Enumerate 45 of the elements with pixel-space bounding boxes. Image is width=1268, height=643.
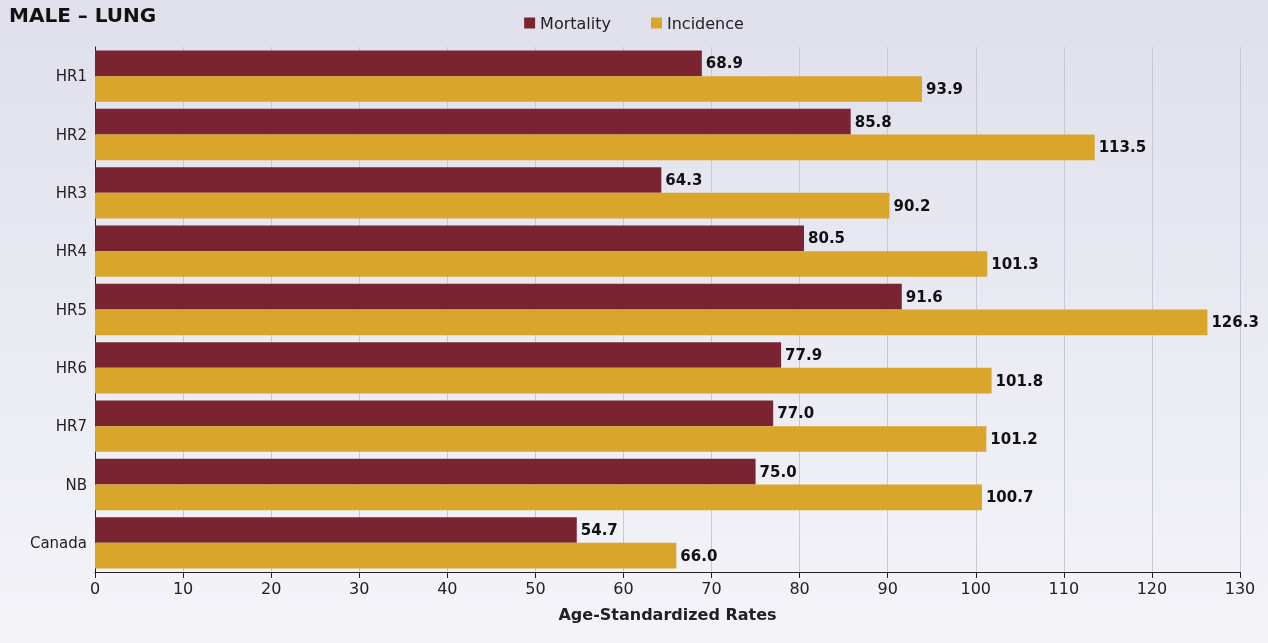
legend-label: Incidence bbox=[667, 13, 744, 33]
y-tick-label: Canada bbox=[29, 533, 87, 552]
x-tick-label: 30 bbox=[349, 578, 370, 598]
data-label: 91.6 bbox=[905, 287, 943, 306]
data-label: 80.5 bbox=[808, 229, 846, 248]
x-tick-label: 100 bbox=[960, 578, 992, 598]
x-tick-label: 60 bbox=[613, 578, 634, 598]
x-tick-label: 20 bbox=[260, 578, 282, 598]
x-tick-label: 120 bbox=[1136, 578, 1168, 598]
data-label: 101.8 bbox=[995, 371, 1044, 390]
data-label: 68.9 bbox=[705, 54, 743, 73]
y-tick-label: NB bbox=[65, 475, 87, 494]
data-label: 77.0 bbox=[777, 404, 815, 423]
data-label: 126.3 bbox=[1211, 313, 1259, 332]
data-label: 85.8 bbox=[854, 112, 892, 131]
x-axis-title: Age-Standardized Rates bbox=[558, 604, 777, 624]
data-label: 75.0 bbox=[759, 462, 797, 481]
x-tick-label: 40 bbox=[437, 578, 458, 598]
x-tick-label: 70 bbox=[701, 578, 722, 598]
data-label: 77.9 bbox=[785, 346, 823, 364]
y-tick-label: HR7 bbox=[55, 417, 87, 436]
data-label: 101.2 bbox=[990, 430, 1038, 448]
y-tick-label: HR1 bbox=[55, 67, 87, 86]
x-tick-label: 10 bbox=[172, 578, 194, 598]
data-label: 54.7 bbox=[580, 521, 618, 539]
data-label: 100.7 bbox=[985, 488, 1034, 507]
x-tick-label: 90 bbox=[877, 578, 898, 598]
y-tick-label: HR4 bbox=[55, 242, 87, 261]
legend-label: Mortality bbox=[540, 13, 612, 33]
data-label: 113.5 bbox=[1098, 138, 1147, 157]
data-label: 64.3 bbox=[665, 171, 703, 189]
x-tick-label: 50 bbox=[525, 578, 546, 598]
x-tick-label: 110 bbox=[1048, 578, 1080, 598]
x-tick-label: 80 bbox=[789, 578, 810, 598]
data-label: 101.3 bbox=[991, 255, 1039, 273]
x-tick-label: 0 bbox=[89, 578, 101, 598]
data-label: 93.9 bbox=[926, 80, 964, 98]
y-tick-label: HR3 bbox=[55, 183, 87, 202]
x-tick-label: 130 bbox=[1224, 578, 1256, 598]
y-tick-label: HR2 bbox=[55, 125, 87, 144]
chart-title: MALE – LUNG bbox=[9, 3, 157, 27]
data-label: 90.2 bbox=[893, 196, 931, 215]
data-label: 66.0 bbox=[680, 546, 718, 565]
y-tick-label: HR6 bbox=[55, 358, 87, 377]
y-tick-label: HR5 bbox=[55, 300, 87, 319]
